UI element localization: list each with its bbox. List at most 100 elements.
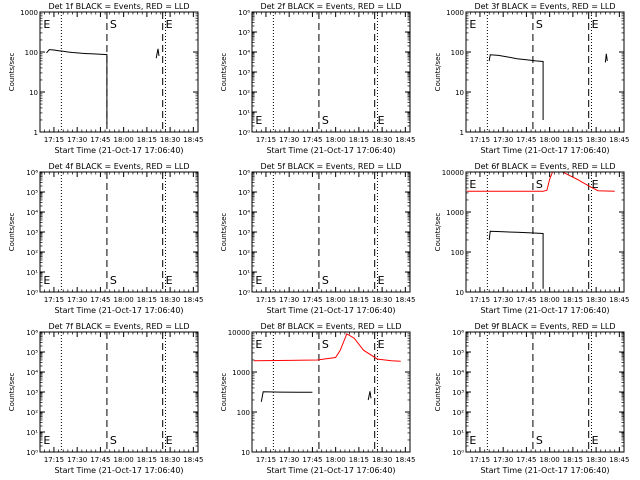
- x-tick-label: 18:15: [349, 456, 369, 464]
- y-tick-label: 10⁵: [26, 189, 38, 197]
- y-tick-label: 10³: [26, 389, 38, 397]
- x-tick-label: 18:00: [540, 456, 560, 464]
- x-tick-label: 18:45: [609, 136, 629, 144]
- x-tick-label: 18:45: [395, 136, 415, 144]
- panel-p3: Det 3f BLACK = Events, RED = LLD 1 10 100 10…: [434, 2, 629, 155]
- x-tick-label: 17:30: [279, 456, 299, 464]
- y-tick-label: 10³: [452, 389, 464, 397]
- y-tick-label: 10⁴: [452, 369, 464, 377]
- y-axis-label: Counts/sec: [434, 373, 442, 412]
- x-tick-label: 17:30: [493, 136, 513, 144]
- x-tick-label: 18:15: [137, 136, 157, 144]
- y-tick-label: 10000: [228, 329, 250, 337]
- y-axis-label: Counts/sec: [8, 373, 16, 412]
- marker-label-mid: S: [536, 178, 543, 191]
- series-line-red-2: [253, 333, 401, 362]
- panel-p1: Det 1f BLACK = Events, RED = LLD 1 10 100 10…: [8, 2, 203, 155]
- y-tick-label: 10⁰: [26, 289, 38, 297]
- panel-title: Det 9f BLACK = Events, RED = LLD: [474, 322, 615, 331]
- marker-label-end: E: [592, 178, 599, 191]
- y-tick-label: 1: [34, 129, 38, 137]
- y-tick-label: 10⁰: [452, 449, 464, 457]
- x-tick-label: 17:30: [493, 456, 513, 464]
- y-tick-label: 10⁵: [452, 349, 464, 357]
- y-tick-label: 10⁴: [26, 369, 38, 377]
- series-line-red-1: [466, 172, 615, 192]
- y-tick-label: 10²: [452, 409, 464, 417]
- y-tick-label: 10¹: [452, 429, 464, 437]
- panel-title: Det 6f BLACK = Events, RED = LLD: [474, 162, 615, 171]
- x-tick-label: 18:00: [540, 296, 560, 304]
- x-tick-label: 17:30: [279, 136, 299, 144]
- series-line-black-1: [604, 53, 608, 63]
- x-tick-label: 17:15: [256, 136, 276, 144]
- x-axis-label: Start Time (21-Oct-17 17:06:40): [480, 306, 609, 315]
- y-tick-label: 100: [451, 249, 464, 257]
- plot-frame: [251, 171, 411, 293]
- marker-label-end: E: [378, 274, 385, 287]
- marker-label-start: E: [469, 18, 476, 31]
- x-tick-label: 18:15: [137, 296, 157, 304]
- x-axis-label: Start Time (21-Oct-17 17:06:40): [54, 306, 183, 315]
- panel-p7: Det 7f BLACK = Events, RED = LLD 10⁰ 10¹ 10…: [8, 322, 203, 475]
- y-tick-label: 1000: [446, 209, 464, 217]
- series-line-black-1: [367, 391, 372, 401]
- panel-title: Det 2f BLACK = Events, RED = LLD: [260, 2, 401, 11]
- x-tick-label: 17:45: [302, 136, 322, 144]
- y-tick-label: 10000: [442, 169, 464, 177]
- x-tick-label: 18:00: [326, 296, 346, 304]
- x-tick-label: 17:15: [256, 456, 276, 464]
- y-tick-label: 10²: [26, 249, 38, 257]
- x-tick-label: 18:00: [114, 296, 134, 304]
- y-tick-label: 10¹: [26, 269, 38, 277]
- x-tick-label: 17:30: [67, 456, 87, 464]
- series-line-black-0: [488, 54, 544, 120]
- x-tick-label: 18:30: [586, 136, 606, 144]
- y-tick-label: 10²: [238, 249, 250, 257]
- y-tick-label: 100: [25, 49, 38, 57]
- x-tick-label: 18:30: [160, 136, 180, 144]
- x-tick-label: 17:45: [90, 456, 110, 464]
- x-tick-label: 17:15: [44, 456, 64, 464]
- panel-title: Det 1f BLACK = Events, RED = LLD: [48, 2, 189, 11]
- panel-title: Det 3f BLACK = Events, RED = LLD: [474, 2, 615, 11]
- x-tick-label: 17:45: [302, 456, 322, 464]
- x-tick-label: 17:45: [516, 296, 536, 304]
- marker-label-end: E: [166, 18, 173, 31]
- y-tick-label: 10⁰: [26, 449, 38, 457]
- x-axis-label: Start Time (21-Oct-17 17:06:40): [54, 466, 183, 475]
- marker-label-end: E: [592, 18, 599, 31]
- marker-label-end: E: [592, 434, 599, 447]
- x-tick-label: 17:15: [470, 456, 490, 464]
- x-tick-label: 17:30: [67, 136, 87, 144]
- x-tick-label: 17:15: [44, 296, 64, 304]
- x-tick-label: 18:15: [563, 296, 583, 304]
- y-tick-label: 10⁰: [238, 289, 250, 297]
- x-axis-label: Start Time (21-Oct-17 17:06:40): [54, 146, 183, 155]
- marker-label-end: E: [378, 114, 385, 127]
- marker-label-start: E: [255, 338, 262, 351]
- series-line-black-1: [155, 48, 160, 59]
- x-tick-label: 18:30: [160, 296, 180, 304]
- y-axis-label: Counts/sec: [8, 53, 16, 92]
- y-tick-label: 10⁴: [238, 49, 250, 57]
- panel-title: Det 8f BLACK = Events, RED = LLD: [260, 322, 401, 331]
- x-tick-label: 18:15: [137, 456, 157, 464]
- x-tick-label: 18:30: [372, 456, 392, 464]
- y-tick-label: 10: [455, 289, 464, 297]
- y-tick-label: 10⁰: [238, 129, 250, 137]
- marker-label-mid: S: [110, 274, 117, 287]
- y-tick-label: 10⁶: [452, 329, 464, 337]
- x-tick-label: 18:45: [609, 456, 629, 464]
- panel-p9: Det 9f BLACK = Events, RED = LLD 10⁰ 10¹ 10…: [434, 322, 629, 475]
- y-axis-label: Counts/sec: [434, 53, 442, 92]
- x-tick-label: 18:15: [563, 456, 583, 464]
- y-tick-label: 1: [460, 129, 464, 137]
- y-tick-label: 10: [29, 89, 38, 97]
- marker-label-mid: S: [322, 274, 329, 287]
- panel-title: Det 5f BLACK = Events, RED = LLD: [260, 162, 401, 171]
- x-tick-label: 18:30: [372, 296, 392, 304]
- y-tick-label: 10¹: [238, 269, 250, 277]
- x-tick-label: 18:45: [395, 456, 415, 464]
- marker-label-start: E: [255, 114, 262, 127]
